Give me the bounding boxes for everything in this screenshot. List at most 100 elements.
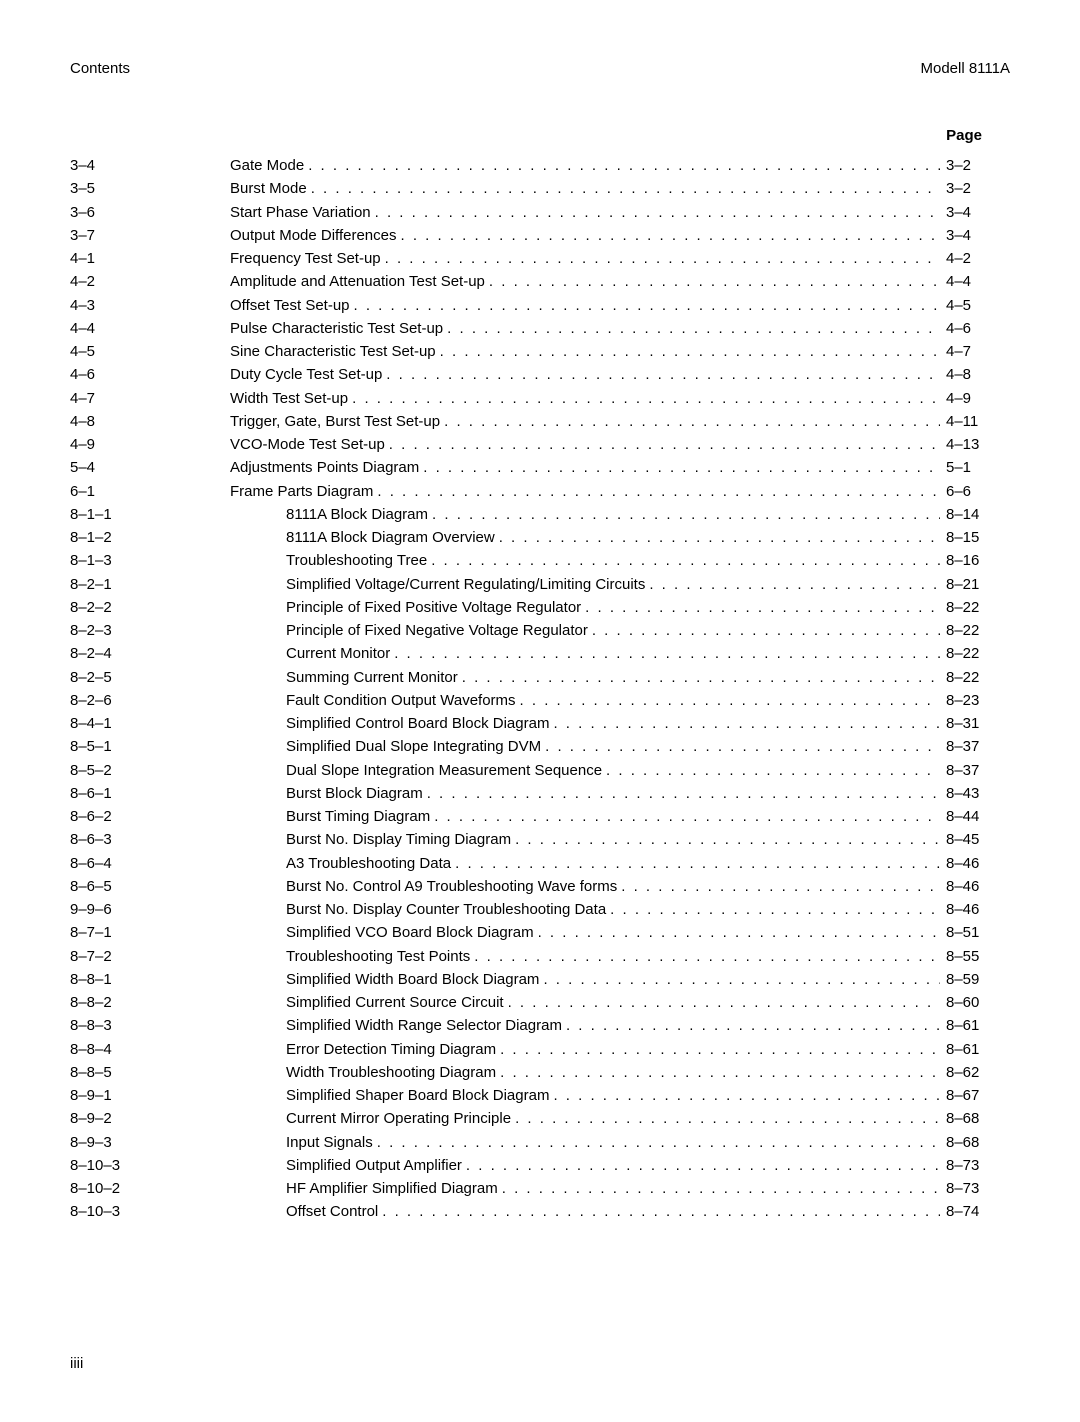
column-label: Page <box>70 127 1010 144</box>
toc-row: 8–7–2Troubleshooting Test Points8–55 <box>70 945 1010 968</box>
toc-page-number: 8–51 <box>940 921 1010 944</box>
toc-section-number: 8–9–2 <box>70 1107 230 1130</box>
toc-title: Burst Block Diagram <box>230 782 423 805</box>
toc-title: Start Phase Variation <box>230 201 371 224</box>
toc-title: Offset Control <box>230 1200 378 1223</box>
toc-title: Burst No. Control A9 Troubleshooting Wav… <box>230 875 617 898</box>
toc-leader-dots <box>588 619 940 642</box>
toc-section-number: 8–2–1 <box>70 573 230 596</box>
toc-page-number: 8–60 <box>940 991 1010 1014</box>
toc-title: Frequency Test Set-up <box>230 247 381 270</box>
toc-leader-dots <box>496 1038 940 1061</box>
toc-page-number: 8–67 <box>940 1084 1010 1107</box>
toc-section-number: 3–7 <box>70 224 230 247</box>
toc-leader-dots <box>427 549 940 572</box>
toc-leader-dots <box>645 573 940 596</box>
toc-row: 8–2–2Principle of Fixed Positive Voltage… <box>70 596 1010 619</box>
toc-leader-dots <box>581 596 940 619</box>
toc-page-number: 8–44 <box>940 805 1010 828</box>
toc-section-number: 8–2–2 <box>70 596 230 619</box>
toc-page-number: 4–6 <box>940 317 1010 340</box>
toc-section-number: 8–6–2 <box>70 805 230 828</box>
toc-page-number: 5–1 <box>940 456 1010 479</box>
toc-row: 8–8–3Simplified Width Range Selector Dia… <box>70 1014 1010 1037</box>
toc-page-number: 8–68 <box>940 1131 1010 1154</box>
toc-leader-dots <box>485 270 940 293</box>
toc-title: Trigger, Gate, Burst Test Set-up <box>230 410 440 433</box>
toc-title: 8111A Block Diagram Overview <box>230 526 495 549</box>
toc-leader-dots <box>451 852 940 875</box>
toc-leader-dots <box>396 224 940 247</box>
toc-leader-dots <box>498 1177 940 1200</box>
toc-row: 8–8–1Simplified Width Board Block Diagra… <box>70 968 1010 991</box>
toc-title: Principle of Fixed Negative Voltage Regu… <box>230 619 588 642</box>
toc-page-number: 8–14 <box>940 503 1010 526</box>
toc-page-number: 4–2 <box>940 247 1010 270</box>
toc-title: Amplitude and Attenuation Test Set-up <box>230 270 485 293</box>
toc-page-number: 8–31 <box>940 712 1010 735</box>
toc-section-number: 8–10–3 <box>70 1200 230 1223</box>
toc-leader-dots <box>378 1200 940 1223</box>
toc-section-number: 8–7–1 <box>70 921 230 944</box>
toc-title: A3 Troubleshooting Data <box>230 852 451 875</box>
toc-page-number: 8–62 <box>940 1061 1010 1084</box>
toc-row: 8–8–2Simplified Current Source Circuit8–… <box>70 991 1010 1014</box>
toc-row: 8–6–4A3 Troubleshooting Data8–46 <box>70 852 1010 875</box>
toc-leader-dots <box>606 898 940 921</box>
toc-leader-dots <box>549 1084 940 1107</box>
page-footer: iiii <box>70 1355 83 1372</box>
toc-leader-dots <box>440 410 940 433</box>
toc-leader-dots <box>496 1061 940 1084</box>
toc-page-number: 8–73 <box>940 1154 1010 1177</box>
toc-page-number: 8–15 <box>940 526 1010 549</box>
toc-row: 8–1–18111A Block Diagram8–14 <box>70 503 1010 526</box>
toc-row: 8–1–3Troubleshooting Tree8–16 <box>70 549 1010 572</box>
toc-page-number: 8–23 <box>940 689 1010 712</box>
toc-row: 4–6Duty Cycle Test Set-up4–8 <box>70 363 1010 386</box>
toc-title: Current Mirror Operating Principle <box>230 1107 511 1130</box>
toc-page-number: 8–37 <box>940 735 1010 758</box>
toc-page-number: 4–8 <box>940 363 1010 386</box>
toc-section-number: 3–6 <box>70 201 230 224</box>
toc-title: Adjustments Points Diagram <box>230 456 419 479</box>
toc-section-number: 8–1–2 <box>70 526 230 549</box>
toc-leader-dots <box>373 1131 940 1154</box>
toc-page-number: 8–22 <box>940 619 1010 642</box>
toc-leader-dots <box>436 340 940 363</box>
toc-section-number: 8–5–1 <box>70 735 230 758</box>
toc-section-number: 8–8–1 <box>70 968 230 991</box>
toc-row: 8–5–2Dual Slope Integration Measurement … <box>70 759 1010 782</box>
toc-row: 8–1–28111A Block Diagram Overview 8–15 <box>70 526 1010 549</box>
toc-page-number: 8–68 <box>940 1107 1010 1130</box>
toc-title: Width Test Set-up <box>230 387 348 410</box>
toc-row: 8–8–4Error Detection Timing Diagram8–61 <box>70 1038 1010 1061</box>
toc-section-number: 8–6–1 <box>70 782 230 805</box>
toc-row: 8–5–1Simplified Dual Slope Integrating D… <box>70 735 1010 758</box>
toc-row: 8–6–2Burst Timing Diagram8–44 <box>70 805 1010 828</box>
table-of-contents: 3–4Gate Mode3–23–5Burst Mode3–23–6Start … <box>70 154 1010 1224</box>
toc-section-number: 8–2–5 <box>70 666 230 689</box>
toc-page-number: 4–11 <box>940 410 1010 433</box>
toc-section-number: 8–10–2 <box>70 1177 230 1200</box>
toc-section-number: 5–4 <box>70 456 230 479</box>
toc-page-number: 8–22 <box>940 666 1010 689</box>
toc-title: Burst Mode <box>230 177 307 200</box>
toc-leader-dots <box>390 642 940 665</box>
toc-title: Simplified Width Board Block Diagram <box>230 968 539 991</box>
toc-title: Simplified Control Board Block Diagram <box>230 712 549 735</box>
toc-title: Burst No. Display Counter Troubleshootin… <box>230 898 606 921</box>
toc-title: Dual Slope Integration Measurement Seque… <box>230 759 602 782</box>
toc-title: Sine Characteristic Test Set-up <box>230 340 436 363</box>
toc-page-number: 3–4 <box>940 224 1010 247</box>
toc-row: 8–6–3Burst No. Display Timing Diagram8–4… <box>70 828 1010 851</box>
toc-title: Simplified Current Source Circuit <box>230 991 504 1014</box>
toc-title: Width Troubleshooting Diagram <box>230 1061 496 1084</box>
toc-page-number: 4–7 <box>940 340 1010 363</box>
toc-row: 4–2Amplitude and Attenuation Test Set-up… <box>70 270 1010 293</box>
toc-row: 8–2–1Simplified Voltage/Current Regulati… <box>70 573 1010 596</box>
toc-leader-dots <box>371 201 940 224</box>
toc-leader-dots <box>562 1014 940 1037</box>
toc-title: Current Monitor <box>230 642 390 665</box>
toc-row: 4–5Sine Characteristic Test Set-up4–7 <box>70 340 1010 363</box>
toc-section-number: 8–10–3 <box>70 1154 230 1177</box>
